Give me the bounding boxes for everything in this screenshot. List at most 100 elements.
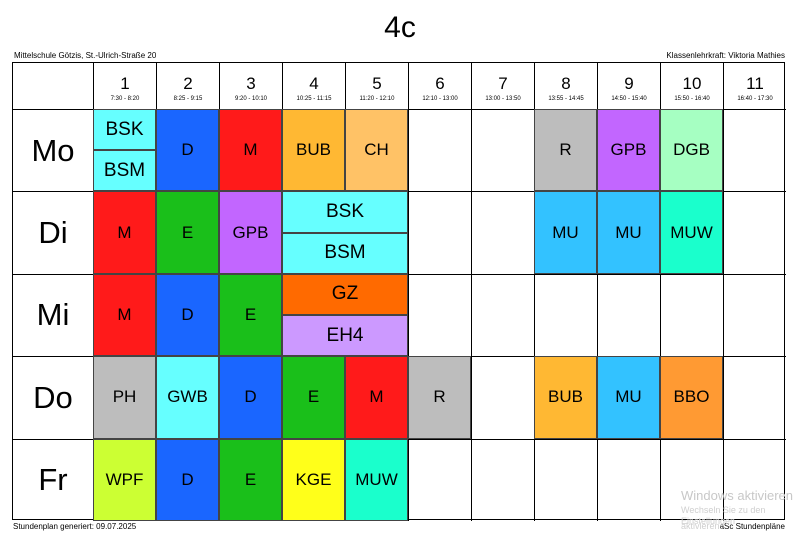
lesson-gwb: GWB — [156, 356, 219, 439]
period-header-10: 10 15:50 - 16:40 — [660, 63, 723, 109]
period-time: 8:25 - 9:15 — [173, 96, 203, 102]
lesson-kge: KGE — [282, 438, 345, 521]
period-time: 15:50 - 16:40 — [674, 96, 710, 102]
period-time: 14:50 - 15:40 — [611, 96, 647, 102]
day-label: Fr — [13, 438, 93, 521]
lesson-d: D — [156, 109, 219, 192]
period-header-7: 7 13:00 - 13:50 — [471, 63, 534, 109]
period-number: 10 — [682, 74, 702, 93]
period-header-6: 6 12:10 - 13:00 — [408, 63, 471, 109]
lesson-bsm: BSM — [282, 232, 408, 274]
timetable-cell — [723, 273, 786, 357]
period-header-3: 3 9:20 - 10:10 — [219, 63, 282, 109]
timetable-cell — [408, 438, 471, 521]
timetable-cell — [660, 438, 723, 521]
lesson-e: E — [219, 438, 282, 521]
lesson-d: D — [156, 273, 219, 357]
timetable-cell — [723, 356, 786, 439]
period-number: 11 — [746, 74, 764, 93]
footer-software: aSc Stundenpläne — [719, 522, 785, 531]
lesson-bsk: BSK — [282, 191, 408, 233]
lesson-mu: MU — [597, 356, 660, 439]
activation-watermark-title: Windows aktivieren — [681, 488, 793, 503]
lesson-bsm: BSM — [93, 150, 156, 192]
timetable-grid: 1 7:30 - 8:20 2 8:25 - 9:15 3 9:20 - 10:10 4 10… — [12, 62, 786, 521]
school-label: Mittelschule Götzis, St.-Ulrich-Straße 2… — [14, 51, 157, 60]
lesson-e: E — [156, 191, 219, 274]
timetable-cell — [534, 438, 597, 521]
period-time: 13:00 - 13:50 — [485, 96, 521, 102]
day-label: Do — [13, 356, 93, 438]
lesson-mu: MU — [534, 191, 597, 274]
day-label: Di — [13, 191, 93, 273]
timetable-cell — [597, 438, 660, 521]
period-number: 8 — [561, 74, 571, 93]
period-header-1: 1 7:30 - 8:20 — [93, 63, 156, 109]
lesson-mu: MU — [597, 191, 660, 274]
activation-watermark-line: Wechseln Sie zu den Einstellungen — [681, 505, 766, 526]
timetable-cell — [723, 191, 786, 274]
period-time: 11:20 - 12:10 — [359, 96, 395, 102]
timetable-cell — [723, 109, 786, 192]
period-number: 3 — [246, 74, 256, 93]
timetable-cell — [471, 273, 534, 357]
lesson-gz: GZ — [282, 273, 408, 315]
timetable-cell — [471, 356, 534, 439]
lesson-gpb: GPB — [597, 109, 660, 192]
lesson-e: E — [219, 273, 282, 357]
period-time: 10:25 - 11:15 — [296, 96, 332, 102]
period-time: 13:55 - 14:45 — [548, 96, 584, 102]
period-header-2: 2 8:25 - 9:15 — [156, 63, 219, 109]
lesson-ph: PH — [93, 356, 156, 439]
lesson-muw: MUW — [660, 191, 723, 274]
period-time: 7:30 - 8:20 — [110, 96, 140, 102]
lesson-m: M — [219, 109, 282, 192]
day-label: Mo — [13, 109, 93, 191]
timetable-cell — [471, 438, 534, 521]
lesson-m: M — [93, 191, 156, 274]
timetable-cell — [534, 273, 597, 357]
timetable-cell — [471, 109, 534, 192]
lesson-muw: MUW — [345, 438, 408, 521]
period-header-4: 4 10:25 - 11:15 — [282, 63, 345, 109]
period-number: 5 — [372, 74, 382, 93]
lesson-gpb: GPB — [219, 191, 282, 274]
lesson-bbo: BBO — [660, 356, 723, 439]
teacher-label: Klassenlehrkraft: Viktoria Mathies — [666, 51, 785, 60]
lesson-m: M — [93, 273, 156, 357]
lesson-ch: CH — [345, 109, 408, 192]
page-title: 4c — [384, 11, 416, 44]
timetable-cell — [408, 109, 471, 192]
period-time: 16:40 - 17:30 — [737, 96, 773, 102]
lesson-dgb: DGB — [660, 109, 723, 192]
timetable-cell — [597, 273, 660, 357]
lesson-r: R — [534, 109, 597, 192]
period-header-9: 9 14:50 - 15:40 — [597, 63, 660, 109]
timetable-cell — [660, 273, 723, 357]
lesson-wpf: WPF — [93, 438, 156, 521]
lesson-d: D — [156, 438, 219, 521]
activation-watermark-line2: aktivieren. — [681, 521, 723, 531]
lesson-e: E — [282, 356, 345, 439]
lesson-d: D — [219, 356, 282, 439]
period-header-8: 8 13:55 - 14:45 — [534, 63, 597, 109]
period-number: 2 — [183, 74, 193, 93]
period-number: 6 — [435, 74, 445, 93]
period-time: 9:20 - 10:10 — [234, 96, 268, 102]
timetable-cell — [723, 438, 786, 521]
lesson-eh4: EH4 — [282, 315, 408, 357]
timetable-cell — [408, 191, 471, 274]
lesson-bub: BUB — [282, 109, 345, 192]
period-time: 12:10 - 13:00 — [422, 96, 458, 102]
lesson-bsk: BSK — [93, 109, 156, 151]
lesson-r: R — [408, 356, 471, 439]
period-header-5: 5 11:20 - 12:10 — [345, 63, 408, 109]
timetable-cell — [408, 273, 471, 357]
period-header-11: 11 16:40 - 17:30 — [723, 63, 786, 109]
timetable-cell — [471, 191, 534, 274]
period-number: 9 — [624, 74, 634, 93]
lesson-bub: BUB — [534, 356, 597, 439]
lesson-m: M — [345, 356, 408, 439]
day-label: Mi — [13, 273, 93, 356]
footer-generated: Stundenplan generiert: 09.07.2025 — [13, 522, 137, 531]
